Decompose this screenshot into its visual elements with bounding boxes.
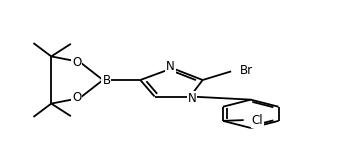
Text: B: B	[102, 73, 111, 87]
Text: Br: Br	[240, 64, 253, 77]
Text: N: N	[188, 92, 196, 105]
Text: N: N	[166, 60, 175, 73]
Text: Cl: Cl	[251, 114, 263, 127]
Text: O: O	[72, 56, 81, 69]
Text: O: O	[72, 91, 81, 104]
